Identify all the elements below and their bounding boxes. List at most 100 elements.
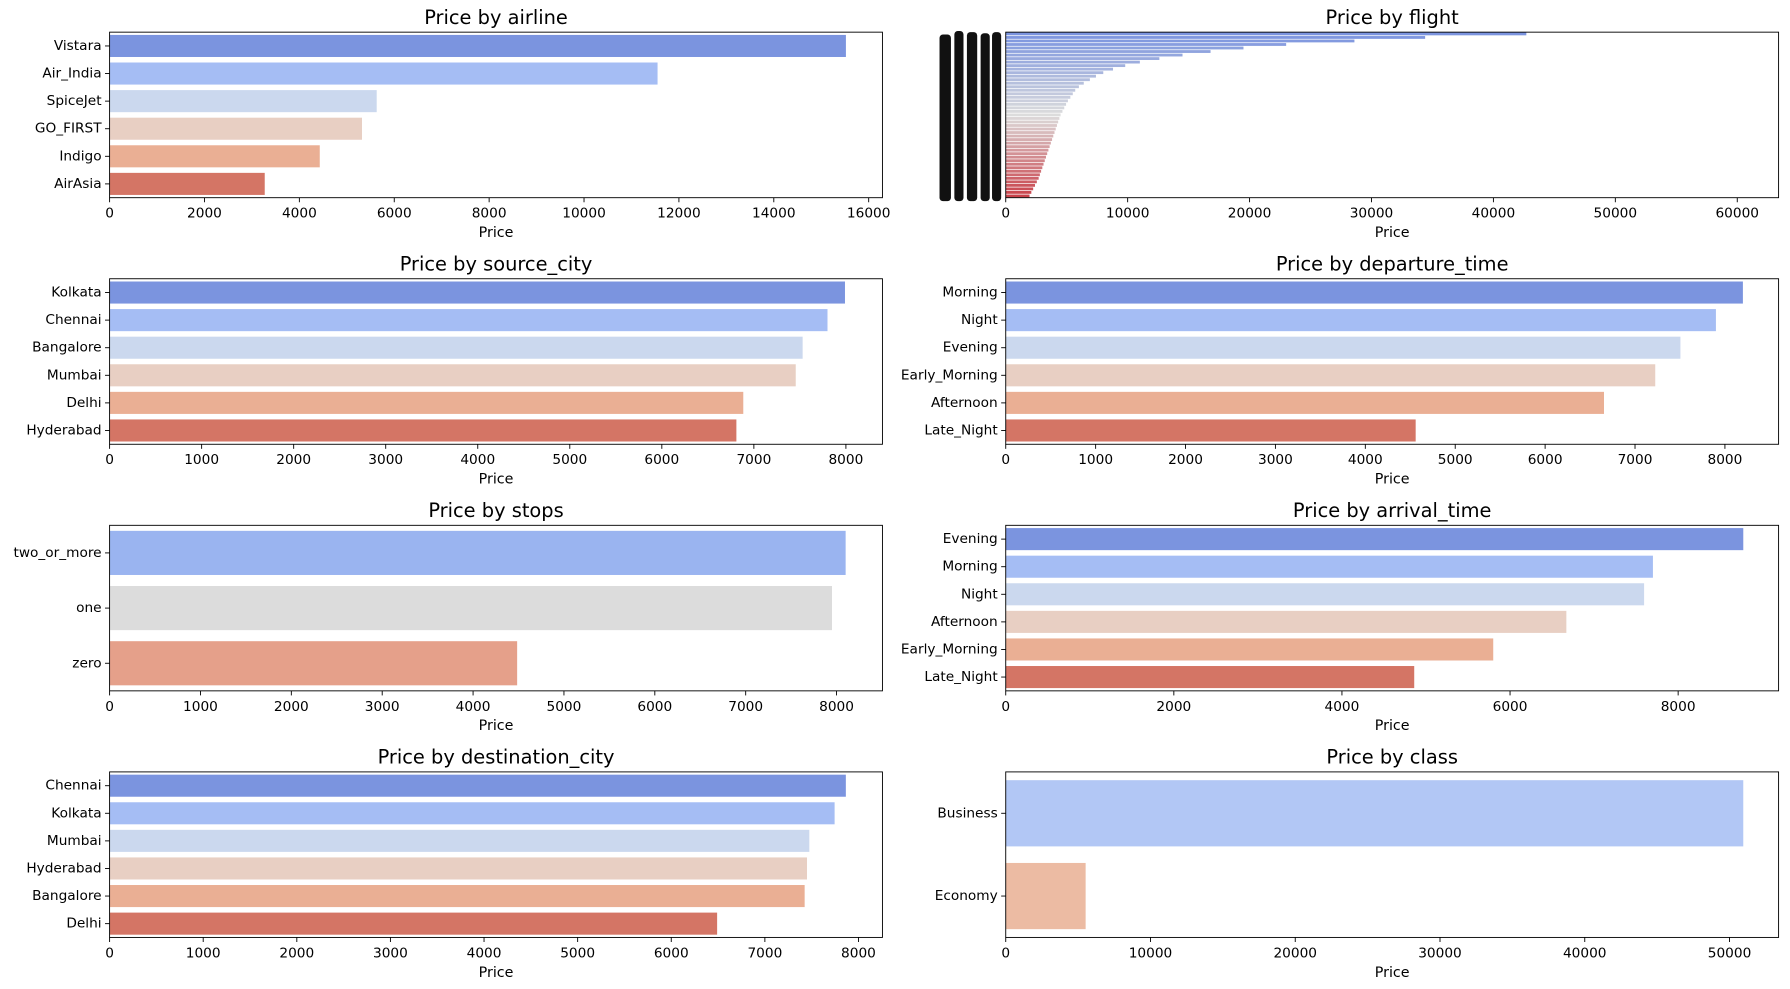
bar	[109, 419, 737, 442]
y-tick-label: Early_Morning	[901, 367, 998, 383]
bar	[1005, 85, 1079, 89]
bar	[1005, 141, 1051, 145]
bar	[109, 857, 807, 880]
axes-frame	[1005, 524, 1780, 692]
x-tick-label: 3000	[368, 452, 403, 468]
x-axis-label: Price	[1375, 472, 1410, 488]
x-tick-label: 3000	[365, 699, 400, 715]
bar	[1005, 190, 1032, 194]
axes-frame	[1005, 771, 1780, 938]
bar	[109, 641, 518, 686]
x-axis-label: Price	[1375, 718, 1410, 734]
y-tick-label: Chennai	[45, 312, 101, 328]
x-tick-label: 14000	[752, 206, 796, 222]
x-tick-label: 16000	[847, 206, 891, 222]
x-tick-label: 10000	[1129, 945, 1173, 961]
bar	[1005, 583, 1645, 606]
bar	[1005, 131, 1055, 134]
x-tick-label: 8000	[1707, 452, 1742, 468]
bar	[109, 309, 828, 332]
axes-frame	[1005, 31, 1780, 199]
x-tick-label: 2000	[274, 699, 309, 715]
x-tick-label: 4000	[1325, 699, 1360, 715]
x-tick-label: 20000	[1273, 945, 1317, 961]
bar	[109, 586, 833, 631]
chart-title: Price by flight	[1326, 6, 1460, 29]
bar	[1005, 102, 1067, 106]
x-tick-label: 0	[1001, 699, 1010, 715]
chart-title: Price by destination_city	[378, 746, 615, 769]
y-tick-label: Economy	[935, 888, 998, 904]
x-tick-label: 3000	[373, 945, 408, 961]
bar	[109, 912, 718, 935]
bar	[1005, 166, 1043, 170]
bar	[1005, 32, 1527, 36]
x-tick-label: 4000	[460, 452, 495, 468]
bar	[1005, 610, 1567, 633]
x-tick-label: 12000	[657, 206, 701, 222]
x-tick-label: 0	[105, 699, 114, 715]
bar	[1005, 78, 1090, 82]
y-tick-label: Night	[961, 586, 998, 602]
bar	[109, 829, 810, 852]
x-tick-label: 0	[105, 945, 114, 961]
bar	[1005, 194, 1030, 198]
bar	[1005, 124, 1057, 127]
axes-frame	[109, 771, 883, 938]
x-axis-label: Price	[1375, 965, 1410, 981]
x-tick-label: 0	[105, 206, 114, 222]
bar	[1005, 106, 1065, 110]
bar	[109, 885, 805, 908]
bar	[1005, 64, 1126, 68]
y-tick-label: GO_FIRST	[35, 121, 102, 137]
y-tick-label: Vistara	[54, 38, 102, 54]
x-tick-label: 6000	[377, 206, 412, 222]
x-tick-label: 2000	[276, 452, 311, 468]
y-tick-label: Delhi	[66, 916, 101, 932]
axes-frame	[109, 278, 883, 445]
x-tick-label: 4000	[282, 206, 317, 222]
x-tick-label: 8000	[828, 452, 863, 468]
y-tick-label: Early_Morning	[901, 641, 998, 657]
bar	[1005, 555, 1653, 578]
chart-title: Price by departure_time	[1276, 253, 1509, 276]
bar	[1005, 99, 1068, 103]
bar	[1005, 127, 1056, 131]
x-tick-label: 2000	[1168, 452, 1203, 468]
x-tick-label: 7000	[728, 699, 763, 715]
bar	[1005, 666, 1415, 689]
bar	[109, 145, 320, 168]
x-tick-label: 8000	[472, 206, 507, 222]
bar	[1005, 159, 1045, 163]
x-tick-label: 30000	[1350, 206, 1394, 222]
x-tick-label: 1000	[186, 945, 221, 961]
y-tick-label: Afternoon	[931, 614, 998, 630]
bar	[1005, 81, 1084, 85]
bar	[1005, 169, 1042, 173]
bar	[1005, 113, 1061, 117]
bar	[1005, 138, 1053, 141]
x-tick-label: 2000	[279, 945, 314, 961]
bar	[109, 90, 377, 113]
x-tick-label: 0	[105, 452, 114, 468]
y-tick-label: Delhi	[66, 395, 101, 411]
bar	[1005, 88, 1076, 92]
x-tick-label: 7000	[736, 452, 771, 468]
x-tick-label: 6000	[637, 699, 672, 715]
x-tick-label: 1000	[183, 699, 218, 715]
x-tick-label: 6000	[1528, 452, 1563, 468]
bar	[1005, 46, 1244, 50]
x-tick-label: 0	[1001, 452, 1010, 468]
x-tick-label: 5000	[552, 452, 587, 468]
x-tick-label: 6000	[644, 452, 679, 468]
x-tick-label: 4000	[467, 945, 502, 961]
y-tick-label: Evening	[943, 340, 998, 356]
bar	[109, 62, 658, 85]
bar	[1005, 43, 1287, 46]
bar	[1005, 39, 1355, 43]
bar	[1005, 95, 1071, 99]
y-tick-label: Kolkata	[51, 285, 101, 301]
chart-title: Price by stops	[428, 499, 563, 522]
x-tick-label: 6000	[654, 945, 689, 961]
